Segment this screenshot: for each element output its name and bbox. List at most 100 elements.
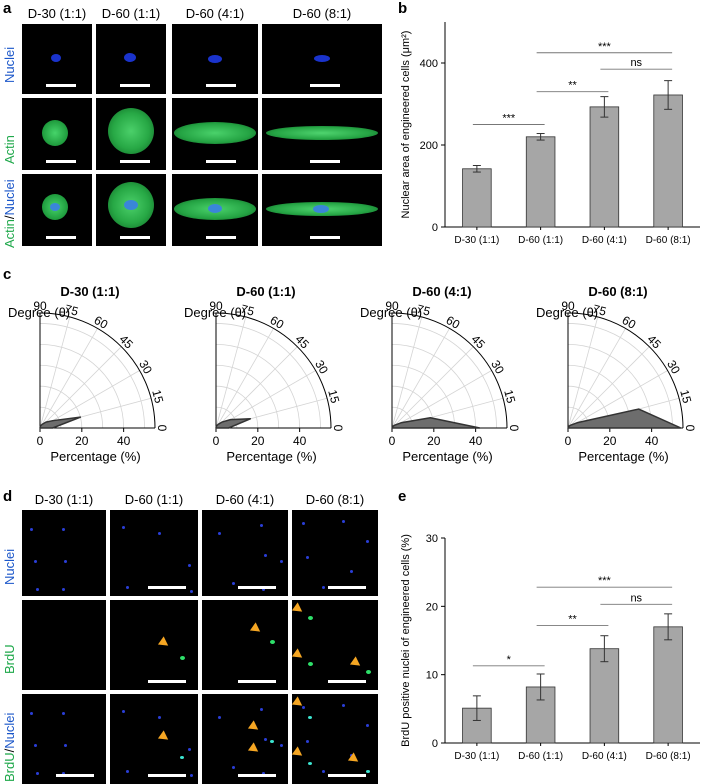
a-tile-merge-0 [22, 174, 92, 246]
scale-bar [148, 774, 186, 777]
nucleus-dot [126, 586, 129, 589]
polar-angle-tick-label: 60 [268, 313, 287, 332]
nucleus-dot [280, 560, 283, 563]
scale-bar [328, 586, 366, 589]
polar-grid-spoke [391, 346, 474, 429]
cell-actin [174, 122, 256, 144]
polar-grid-spoke [391, 328, 450, 429]
polar-radial-tick-label: 40 [117, 434, 131, 448]
polar-radial-tick-label: 20 [75, 434, 89, 448]
polar-radial-title: Percentage (%) [578, 449, 668, 464]
a-row-label-actin: Actin [2, 135, 17, 164]
nucleus-dot [322, 770, 325, 773]
y-axis-label: Nuclear area of engineered cells (μm²) [400, 31, 412, 219]
nucleus-dot [36, 588, 39, 591]
d-tile-nuclei-0 [22, 510, 106, 596]
polar-radial-title: Percentage (%) [50, 449, 140, 464]
polar-angle-tick-label: 30 [488, 358, 507, 377]
polar-outer-arc [215, 312, 332, 429]
polar-grid-spoke [39, 316, 71, 429]
polar-angle-tick-label: 90 [385, 299, 399, 313]
polar-angle-tick-label: 60 [620, 313, 639, 332]
nucleus-dot [262, 772, 265, 775]
polar-angle-tick-label: 30 [312, 358, 331, 377]
nucleus-dot [232, 582, 235, 585]
polar-angle-tick-label: 75 [591, 302, 608, 319]
a-tile-nuclei-0 [22, 24, 92, 94]
scale-bar [46, 236, 76, 239]
polar-grid-spoke [215, 328, 274, 429]
x-tick-label-2: D-60 (4:1) [582, 751, 627, 762]
a-row-label-merge: Actin/Nuclei [2, 179, 17, 248]
nucleus-dot [260, 708, 263, 711]
d-tile-brdu-2 [202, 600, 288, 690]
cell-actin [108, 108, 154, 154]
polar-radial-title: Percentage (%) [226, 449, 316, 464]
polar-angle-tick-label: 75 [63, 302, 80, 319]
bar-3 [653, 626, 683, 744]
bar-1 [525, 136, 556, 228]
nucleus-dot [350, 570, 353, 573]
polar-angle-title: Degree (θ) [536, 305, 598, 320]
scale-bar [46, 84, 76, 87]
scale-bar [206, 236, 236, 239]
y-tick-label: 200 [420, 140, 438, 152]
merge-dot [366, 770, 370, 773]
brdu-dot [270, 640, 275, 644]
cell-actin [266, 126, 378, 140]
scale-bar [238, 680, 276, 683]
d-tile-merge-1 [110, 694, 198, 784]
scale-bar [148, 586, 186, 589]
panel-label-c: c [3, 266, 12, 283]
a-col-label-1: D-60 (1:1) [101, 6, 161, 21]
polar-grid-spoke [567, 370, 668, 429]
polar-outer-arc [39, 312, 156, 429]
significance-label-1: ** [568, 613, 577, 625]
polar-radial-tick-label: 0 [565, 434, 572, 448]
d-tile-merge-3 [292, 694, 378, 784]
a-col-label-0: D-30 (1:1) [27, 6, 87, 21]
nucleus-dot [306, 556, 309, 559]
polar-angle-tick-label: 15 [149, 388, 166, 405]
nucleus-dot [302, 706, 305, 709]
a-tile-nuclei-2 [172, 24, 258, 94]
polar-rose-series [567, 408, 682, 429]
d-tile-brdu-0 [22, 600, 106, 690]
polar-angle-tick-label: 15 [325, 388, 342, 405]
nucleus-dot [262, 588, 265, 591]
bar-2 [589, 106, 620, 228]
brdu-dot [308, 616, 313, 620]
x-tick-label-3: D-60 (8:1) [646, 751, 691, 762]
nucleus-dot [218, 532, 221, 535]
nucleus-dot [30, 528, 33, 531]
scale-bar [120, 160, 150, 163]
d-row-label-brdu: BrdU [2, 644, 17, 674]
nucleus-blob [314, 55, 330, 62]
polar-grid-spoke [215, 346, 298, 429]
a-col-label-3: D-60 (8:1) [292, 6, 352, 21]
y-tick-label: 0 [432, 738, 438, 750]
merge-dot [308, 716, 312, 719]
arrow-marker [349, 656, 364, 670]
significance-label-0: * [507, 654, 512, 666]
polar-angle-tick-label: 75 [239, 302, 256, 319]
nucleus-dot [190, 590, 193, 593]
d-col-label-2: D-60 (4:1) [215, 492, 275, 507]
panel-label-a: a [3, 0, 12, 17]
panel-e-bar-chart: 0 10 20 30 BrdU positive nuclei of engineere… [400, 533, 700, 762]
arrow-marker [292, 746, 306, 760]
scale-bar [328, 680, 366, 683]
polar-title: D-60 (4:1) [412, 284, 471, 299]
polar-radial-tick-label: 40 [645, 434, 659, 448]
a-tile-nuclei-3 [262, 24, 382, 94]
y-tick-label: 0 [432, 222, 438, 234]
a-row-label-nuclei: Nuclei [2, 46, 17, 83]
polar-radial-title: Percentage (%) [402, 449, 492, 464]
a-tile-actin-3 [262, 98, 382, 170]
polar-angle-tick-label: 15 [677, 388, 694, 405]
cell-actin [42, 120, 68, 146]
